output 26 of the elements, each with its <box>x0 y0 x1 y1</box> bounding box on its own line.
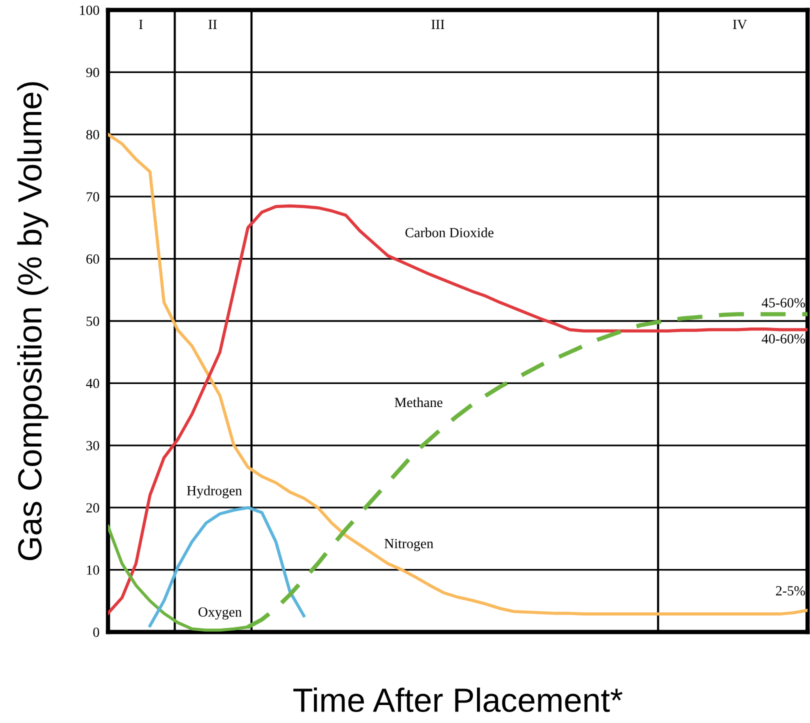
x-axis-title: Time After Placement* <box>293 688 622 712</box>
annotation: 2-5% <box>776 586 805 596</box>
series-label: Hydrogen <box>186 486 242 498</box>
y-tick-label: 100 <box>80 6 100 15</box>
y-tick-label: 80 <box>86 130 100 140</box>
y-tick-label: 50 <box>86 316 100 326</box>
y-tick-label: 20 <box>86 503 100 513</box>
annotation: I <box>139 20 143 29</box>
series-label: Methane <box>394 397 442 408</box>
annotation: 40-60% <box>762 334 805 344</box>
y-axis-title: Gas Composition (% by Volume) <box>17 82 48 560</box>
series-label: Oxygen <box>198 607 242 620</box>
y-tick-label: 70 <box>86 192 100 202</box>
y-tick-label: 60 <box>86 254 100 264</box>
y-tick-label: 10 <box>87 565 100 575</box>
series-label: Carbon Dioxide <box>405 228 494 238</box>
annotation: III <box>431 20 444 29</box>
y-tick-label: 90 <box>86 68 100 78</box>
series-label: Nitrogen <box>384 538 434 552</box>
y-tick-label: 30 <box>86 440 100 450</box>
y-tick-label: 0 <box>93 628 100 637</box>
annotation: II <box>208 20 217 29</box>
annotation: IV <box>732 20 747 30</box>
line-series <box>148 506 306 628</box>
annotation: 45-60% <box>762 298 805 308</box>
y-tick-label: 40 <box>86 378 100 388</box>
